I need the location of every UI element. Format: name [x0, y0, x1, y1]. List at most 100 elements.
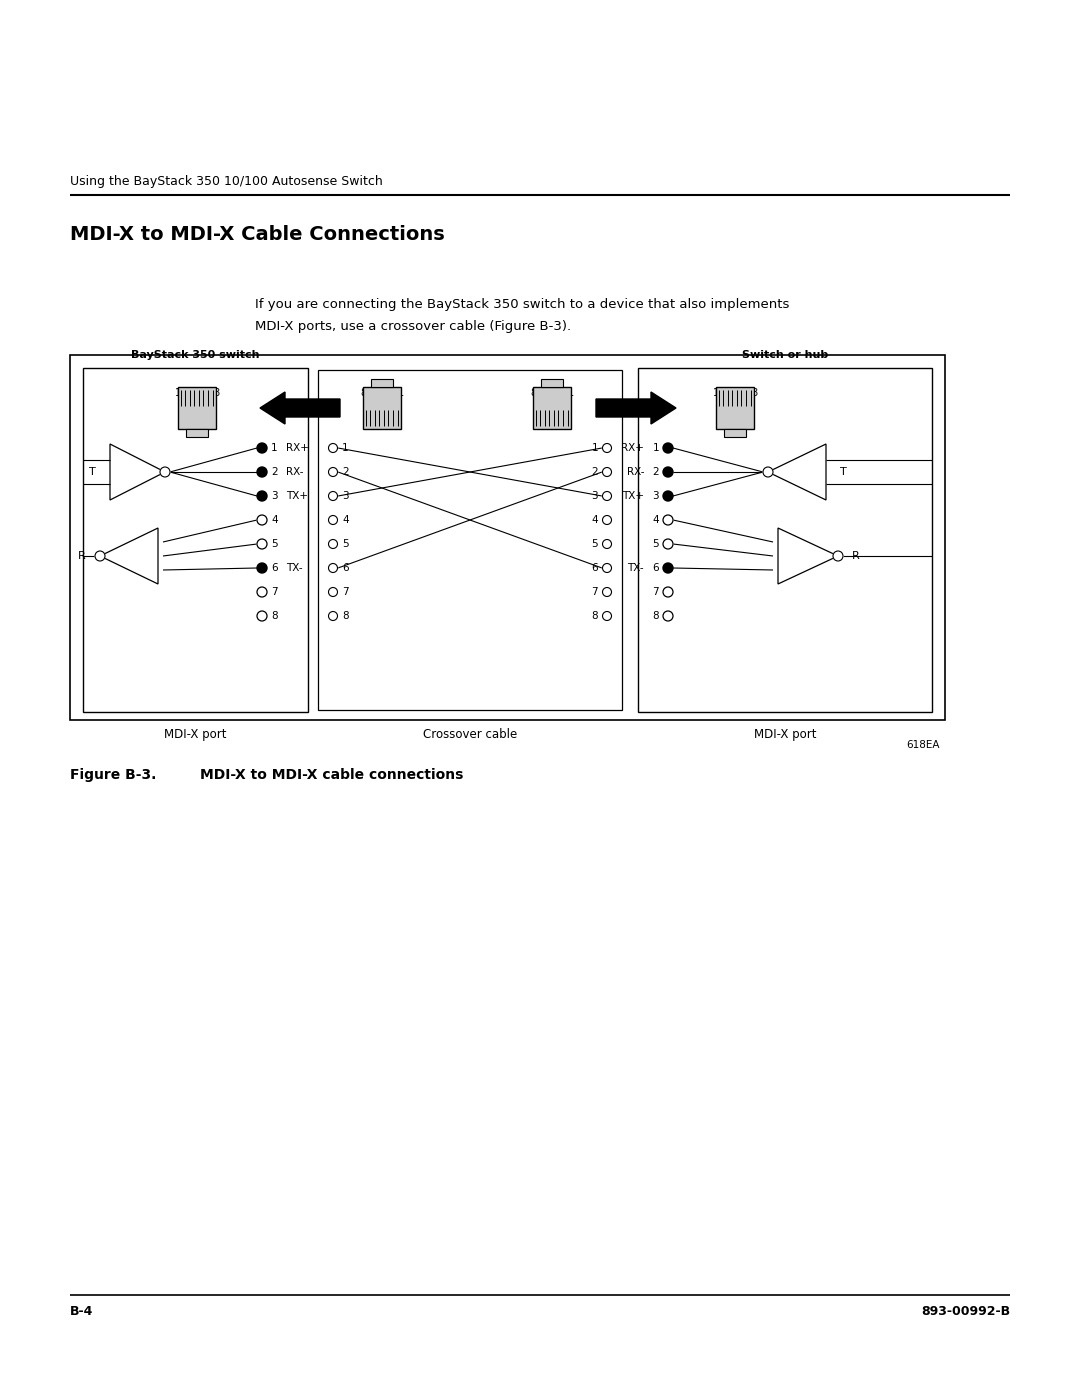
- Text: 7: 7: [592, 587, 598, 597]
- Text: 618EA: 618EA: [906, 740, 940, 750]
- Circle shape: [257, 539, 267, 549]
- Circle shape: [762, 467, 773, 476]
- Text: If you are connecting the BayStack 350 switch to a device that also implements: If you are connecting the BayStack 350 s…: [255, 298, 789, 312]
- Text: TX-: TX-: [627, 563, 644, 573]
- Text: T: T: [90, 467, 96, 476]
- Text: 3: 3: [271, 490, 278, 502]
- Text: 8: 8: [213, 388, 219, 398]
- Text: 6: 6: [342, 563, 349, 573]
- Circle shape: [603, 588, 611, 597]
- Text: 7: 7: [342, 587, 349, 597]
- Text: MDI-X to MDI-X Cable Connections: MDI-X to MDI-X Cable Connections: [70, 225, 445, 244]
- Text: 8: 8: [751, 388, 757, 398]
- Circle shape: [663, 467, 673, 476]
- Bar: [318, 370, 622, 710]
- Circle shape: [603, 515, 611, 524]
- Text: 4: 4: [592, 515, 598, 525]
- Text: 3: 3: [592, 490, 598, 502]
- Text: Switch or hub: Switch or hub: [742, 351, 828, 360]
- Text: 8: 8: [342, 610, 349, 622]
- Text: 2: 2: [652, 467, 659, 476]
- Text: RX+: RX+: [621, 443, 644, 453]
- Bar: [186, 429, 208, 437]
- Text: 5: 5: [652, 539, 659, 549]
- Circle shape: [663, 443, 673, 453]
- Circle shape: [603, 492, 611, 500]
- Text: RX-: RX-: [626, 467, 644, 476]
- Circle shape: [328, 539, 337, 549]
- Circle shape: [663, 587, 673, 597]
- Circle shape: [603, 612, 611, 620]
- Circle shape: [257, 610, 267, 622]
- Circle shape: [663, 515, 673, 525]
- Circle shape: [328, 563, 337, 573]
- Text: 1: 1: [713, 388, 719, 398]
- Text: 1: 1: [397, 388, 404, 398]
- Bar: [178, 387, 216, 429]
- Text: B-4: B-4: [70, 1305, 93, 1317]
- Bar: [83, 367, 308, 712]
- Text: MDI-X to MDI-X cable connections: MDI-X to MDI-X cable connections: [200, 768, 463, 782]
- Text: MDI-X port: MDI-X port: [164, 728, 226, 740]
- Circle shape: [663, 610, 673, 622]
- Bar: [724, 429, 746, 437]
- FancyArrow shape: [596, 393, 676, 425]
- Text: 3: 3: [342, 490, 349, 502]
- Circle shape: [663, 539, 673, 549]
- Text: MDI-X port: MDI-X port: [754, 728, 816, 740]
- Text: TX+: TX+: [286, 490, 308, 502]
- Circle shape: [328, 468, 337, 476]
- Text: MDI-X ports, use a crossover cable (Figure B-3).: MDI-X ports, use a crossover cable (Figu…: [255, 320, 571, 332]
- Bar: [70, 355, 945, 719]
- Text: Using the BayStack 350 10/100 Autosense Switch: Using the BayStack 350 10/100 Autosense …: [70, 175, 382, 189]
- Text: TX-: TX-: [286, 563, 302, 573]
- Text: 3: 3: [652, 490, 659, 502]
- Text: TX+: TX+: [622, 490, 644, 502]
- Text: Figure B-3.: Figure B-3.: [70, 768, 157, 782]
- Text: R: R: [852, 550, 860, 562]
- Circle shape: [257, 587, 267, 597]
- Bar: [541, 379, 563, 387]
- Circle shape: [257, 443, 267, 453]
- Text: 1: 1: [652, 443, 659, 453]
- Text: 4: 4: [652, 515, 659, 525]
- Text: 2: 2: [271, 467, 278, 476]
- Circle shape: [833, 550, 843, 562]
- Text: Crossover cable: Crossover cable: [423, 728, 517, 740]
- Circle shape: [257, 467, 267, 476]
- Text: 6: 6: [652, 563, 659, 573]
- Bar: [534, 387, 571, 429]
- Text: RX+: RX+: [286, 443, 309, 453]
- Text: 6: 6: [271, 563, 278, 573]
- Circle shape: [603, 563, 611, 573]
- Circle shape: [257, 490, 267, 502]
- Text: 1: 1: [592, 443, 598, 453]
- Circle shape: [95, 550, 105, 562]
- Circle shape: [603, 468, 611, 476]
- FancyArrow shape: [260, 393, 340, 425]
- Text: 1: 1: [175, 388, 181, 398]
- Text: 8: 8: [652, 610, 659, 622]
- Text: 7: 7: [271, 587, 278, 597]
- Text: 8: 8: [360, 388, 366, 398]
- Circle shape: [257, 563, 267, 573]
- Text: 4: 4: [342, 515, 349, 525]
- Text: BayStack 350 switch: BayStack 350 switch: [131, 351, 259, 360]
- Circle shape: [603, 443, 611, 453]
- Text: 5: 5: [342, 539, 349, 549]
- Circle shape: [160, 467, 170, 476]
- Circle shape: [663, 563, 673, 573]
- Circle shape: [328, 588, 337, 597]
- Text: 1: 1: [271, 443, 278, 453]
- Bar: [363, 387, 401, 429]
- Circle shape: [663, 490, 673, 502]
- Text: 8: 8: [592, 610, 598, 622]
- Bar: [372, 379, 393, 387]
- Bar: [638, 367, 932, 712]
- Text: 7: 7: [652, 587, 659, 597]
- Text: 2: 2: [342, 467, 349, 476]
- Circle shape: [257, 515, 267, 525]
- Text: 1: 1: [342, 443, 349, 453]
- Text: 2: 2: [592, 467, 598, 476]
- Text: 5: 5: [271, 539, 278, 549]
